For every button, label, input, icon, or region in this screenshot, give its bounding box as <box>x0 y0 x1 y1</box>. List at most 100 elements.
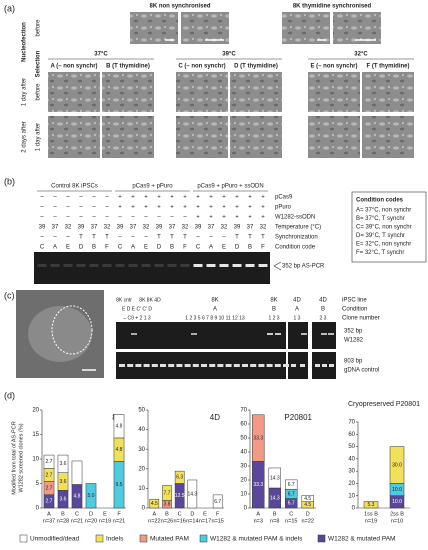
bar-segment <box>57 454 69 473</box>
condition: A (– non synchr) <box>50 64 97 70</box>
image-title: 8K thymidine synchronised <box>293 4 372 10</box>
clone-number: 1 2 3 5 6 7 8 9 10 11 12 13 <box>185 315 245 321</box>
gel-label: gDNA control <box>344 368 379 374</box>
x-tick-label: D <box>306 511 310 517</box>
n-label: n=21 <box>71 518 83 524</box>
cell: + <box>222 205 226 211</box>
codes-title: Condition codes <box>356 198 404 204</box>
value-label: 12.5 <box>175 493 185 499</box>
cell: D <box>157 245 162 251</box>
cell: + <box>170 205 174 211</box>
condition: B (T thymidine) <box>106 64 150 70</box>
gel-band <box>266 364 273 367</box>
gel-band <box>180 264 190 267</box>
y-tick-label: 30 <box>240 464 247 470</box>
cell: – <box>131 235 135 241</box>
row-label: iPSC line <box>342 298 367 304</box>
cell: + <box>157 205 161 211</box>
cell: 32 <box>143 225 150 231</box>
cell: + <box>196 195 200 201</box>
chart-title: 4D <box>210 413 220 422</box>
gel-band <box>50 264 60 267</box>
value-label: 4.5 <box>304 502 311 508</box>
cell: + <box>183 195 187 201</box>
code: B= 37°C, T synchr <box>356 216 405 222</box>
y-axis-label: W1282 screened clones (%) <box>18 423 24 492</box>
condition: A <box>295 307 299 313</box>
condition: B <box>272 307 276 313</box>
cell: – <box>40 205 44 211</box>
code: A= 37°C, non synchr <box>356 208 411 214</box>
panel-a: (a) 8K non synchronised 8K thymidine syn… <box>4 3 414 158</box>
panel-label: (b) <box>4 176 15 186</box>
bar-segment <box>389 446 405 484</box>
gel-band <box>119 364 125 367</box>
n-label: n=15 <box>211 518 223 524</box>
y-tick-label: 20 <box>138 466 145 472</box>
value-label: 6.7 <box>288 482 295 488</box>
cell: + <box>261 205 265 211</box>
cell: 37 <box>130 225 137 231</box>
ipsc-line: 8K <box>211 298 218 304</box>
bar-segment <box>162 485 172 501</box>
value-label: 6.3 <box>176 475 183 481</box>
gel-band <box>329 364 334 367</box>
row-label: Condition code <box>275 245 316 251</box>
clone-number: 1 2 3 <box>268 315 279 321</box>
y-tick-label: 0 <box>142 506 146 512</box>
bar-segment <box>85 483 97 509</box>
cell: B <box>92 245 96 251</box>
value-label: 6.7 <box>214 499 221 505</box>
row-label: Selection <box>36 50 42 77</box>
gel-band <box>176 364 183 367</box>
cell: + <box>235 205 239 211</box>
bar-segment <box>212 494 223 509</box>
cell: + <box>261 215 265 221</box>
control-bands <box>119 364 334 367</box>
cell: + <box>235 215 239 221</box>
cell: 37 <box>208 225 215 231</box>
n-label: n=37 <box>43 518 55 524</box>
gel-band <box>154 264 164 267</box>
gel-band <box>102 264 112 267</box>
cell: D <box>235 245 240 251</box>
temperature: 32°C <box>354 52 368 58</box>
gel-label: 352 bp AS-PCR <box>282 264 325 270</box>
value-label: 4.8 <box>116 423 123 429</box>
chart-title: Cryopreserved P20801 <box>348 401 420 408</box>
group-title: pCas9 + pPuro <box>132 184 173 190</box>
n-label: n=21 <box>113 518 125 524</box>
row-label: Temperature (°C) <box>275 225 321 231</box>
cell: + <box>118 195 122 201</box>
cell: 37 <box>247 225 254 231</box>
y-tick-label: 5 <box>36 481 40 487</box>
clone-number: 2 3 <box>320 315 327 321</box>
gel-band <box>232 264 242 267</box>
cell: T <box>235 235 239 241</box>
cell: + <box>235 195 239 201</box>
cell: – <box>209 235 213 241</box>
y-tick-label: 60 <box>240 422 247 428</box>
ipsc-line: 8K 8K 4D <box>139 297 161 303</box>
gel-band <box>151 364 158 367</box>
row-label: pPuro <box>275 205 292 211</box>
gel-label: 352 bp <box>344 329 363 335</box>
group-title: pCas9 + pPuro + ssODN <box>197 184 263 190</box>
x-tick-label: F <box>117 511 121 517</box>
cell: – <box>79 215 83 221</box>
condition: A <box>213 307 217 313</box>
cell: 32 <box>221 225 228 231</box>
cell: + <box>222 195 226 201</box>
y-tick-label: 10 <box>32 457 39 463</box>
x-tick-label: C <box>178 511 182 517</box>
cell: – <box>79 205 83 211</box>
legend-label: W1282 & mutated PAM <box>328 536 395 543</box>
legend-label: Mutated PAM <box>150 536 189 543</box>
condition: B <box>321 307 325 313</box>
gel-band <box>242 364 248 367</box>
cell: + <box>144 195 148 201</box>
condition: E D E C' C' D <box>122 306 152 312</box>
row-label: 2 days after <box>22 121 28 152</box>
cell: – <box>105 205 109 211</box>
